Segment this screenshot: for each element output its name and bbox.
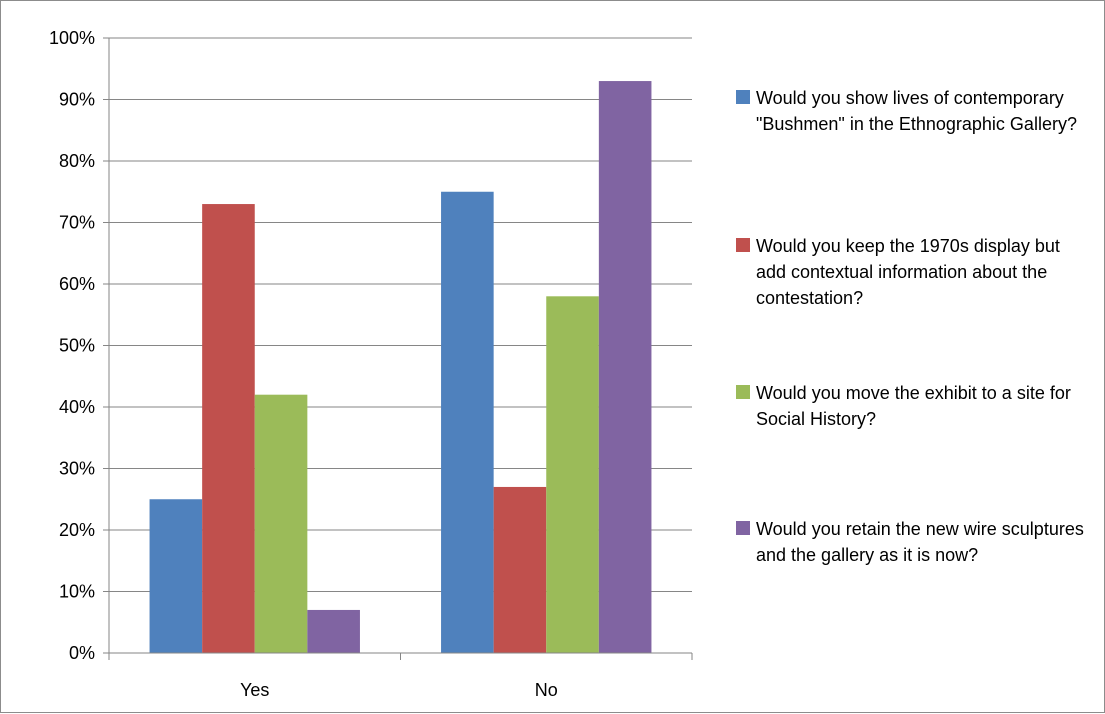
legend: Would you show lives of contemporary "Bu…	[736, 1, 1096, 714]
y-tick-label: 70%	[59, 213, 95, 233]
y-axis-tick-labels: 0% 10% 20% 30% 40% 50% 60% 70% 80% 90% 100%	[49, 28, 95, 663]
legend-label-4: Would you retain the new wire sculptures…	[756, 519, 1084, 565]
y-tick-label: 40%	[59, 397, 95, 417]
y-tick-label: 20%	[59, 520, 95, 540]
y-tick-label: 90%	[59, 90, 95, 110]
bars	[149, 81, 652, 654]
legend-swatch-2	[736, 238, 750, 252]
bar-no-series-3	[546, 296, 599, 653]
x-axis-tick-labels: Yes No	[240, 680, 558, 700]
bar-yes-series-4	[307, 609, 360, 653]
y-tick-label: 100%	[49, 28, 95, 48]
bar-chart: 0% 10% 20% 30% 40% 50% 60% 70% 80% 90% 100% Yes No	[49, 28, 693, 700]
axes	[103, 37, 693, 660]
bar-no-series-1	[441, 191, 494, 653]
x-tick-label: Yes	[240, 680, 269, 700]
bar-yes-series-1	[149, 499, 203, 653]
y-tick-label: 0%	[69, 643, 95, 663]
bar-no-series-2	[493, 486, 547, 653]
legend-label-3: Would you move the exhibit to a site for…	[756, 383, 1071, 429]
y-tick-label: 60%	[59, 274, 95, 294]
legend-label-2: Would you keep the 1970s display but add…	[756, 236, 1060, 308]
legend-swatch-1	[736, 90, 750, 104]
y-tick-label: 10%	[59, 582, 95, 602]
y-tick-label: 80%	[59, 151, 95, 171]
legend-label-1: Would you show lives of contemporary "Bu…	[756, 88, 1077, 134]
y-tick-label: 30%	[59, 459, 95, 479]
bar-yes-series-2	[202, 204, 255, 654]
legend-swatch-3	[736, 385, 750, 399]
x-tick-label: No	[535, 680, 558, 700]
legend-swatch-4	[736, 521, 750, 535]
bar-no-series-4	[598, 81, 652, 654]
y-tick-label: 50%	[59, 336, 95, 356]
bar-yes-series-3	[254, 394, 308, 653]
